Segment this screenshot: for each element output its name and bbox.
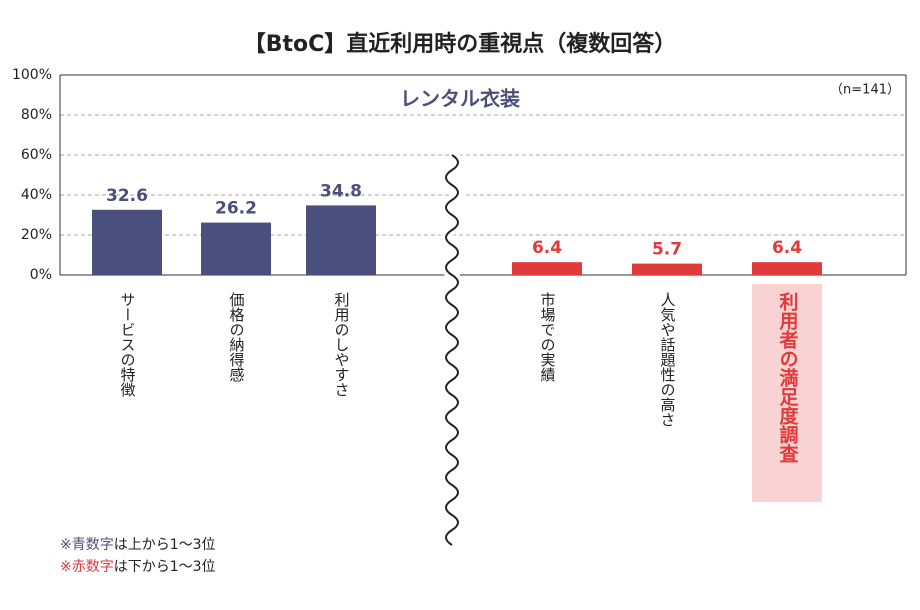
footnote: ※赤数字は下から1〜3位 [60, 559, 216, 575]
y-tick-label: 20% [21, 227, 52, 243]
value-label: 32.6 [106, 186, 148, 206]
bar [92, 209, 162, 275]
y-tick-label: 80% [21, 107, 52, 123]
bar [752, 262, 822, 275]
footnote: ※青数字は上から1〜3位 [60, 537, 216, 553]
x-tick-label: サービスの特徴 [119, 292, 137, 397]
value-label: 26.2 [215, 199, 257, 219]
footnote-part: は下から1〜3位 [114, 559, 216, 575]
x-tick-label: 利用者の満足度調査 [777, 292, 800, 463]
axis-break [445, 154, 459, 546]
y-tick-label: 0% [30, 267, 52, 283]
x-tick-label: 市場での実績 [539, 292, 557, 382]
value-label: 6.4 [532, 238, 562, 258]
chart-title: 【BtoC】直近利用時の重視点（複数回答） [244, 31, 677, 57]
value-label: 6.4 [772, 238, 802, 258]
bar [512, 262, 582, 275]
footnote-part: ※赤数字 [60, 559, 114, 575]
bar [306, 205, 376, 275]
y-tick-label: 60% [21, 147, 52, 163]
value-label: 34.8 [320, 181, 362, 201]
y-tick-label: 100% [12, 67, 52, 83]
x-tick-label: 価格の納得感 [228, 292, 246, 382]
chart-subtitle: レンタル衣装 [400, 87, 520, 111]
footnote-part: は上から1〜3位 [114, 537, 216, 553]
x-tick-label: 人気や話題性の高さ [659, 292, 677, 427]
y-tick-label: 40% [21, 187, 52, 203]
highlight-box [752, 284, 822, 502]
x-tick-label: 利用のしやすさ [333, 292, 351, 397]
bar [632, 263, 702, 275]
footnote-part: ※青数字 [60, 537, 114, 553]
bar [201, 222, 271, 275]
sample-size: （n=141） [830, 83, 900, 98]
value-label: 5.7 [652, 240, 682, 260]
